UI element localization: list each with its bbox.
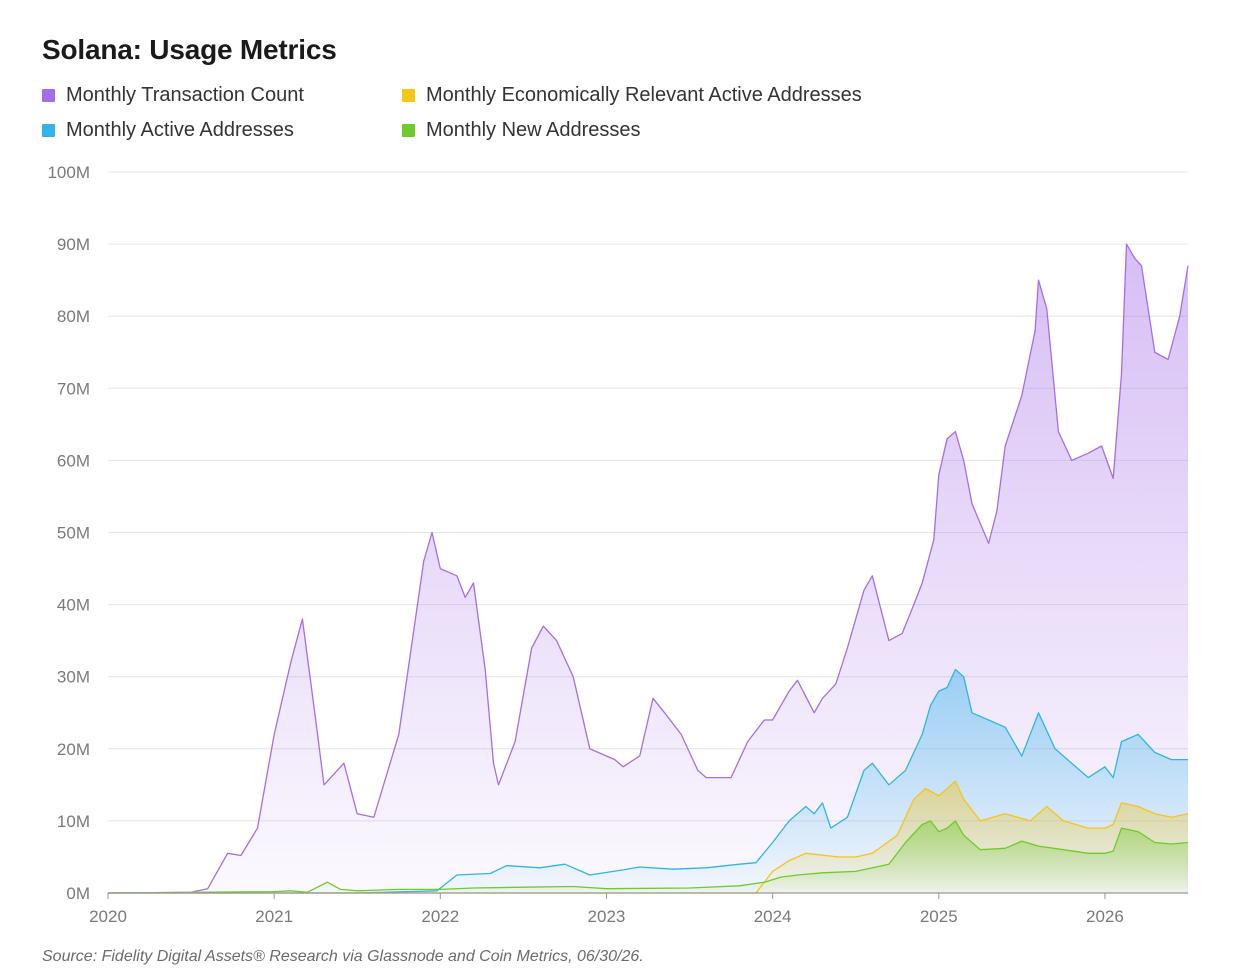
y-tick-label: 10M [57, 812, 90, 831]
legend-item-economically-relevant: Monthly Economically Relevant Active Add… [402, 84, 862, 107]
legend-swatch-active-addresses [42, 124, 55, 137]
y-tick-label: 80M [57, 307, 90, 326]
legend-item-active-addresses: Monthly Active Addresses [42, 119, 294, 142]
y-tick-label: 20M [57, 740, 90, 759]
y-tick-label: 0M [66, 884, 90, 903]
series-line-monthly-transaction-count [107, 243, 1189, 894]
y-tick-label: 100M [47, 163, 90, 182]
series-line-monthly-economically-relevant-active-addresses [108, 780, 1189, 894]
series-line-monthly-active-addresses [108, 668, 1188, 894]
series-area-monthly-transaction-count [108, 244, 1188, 894]
source-note: Source: Fidelity Digital Assets® Researc… [42, 948, 644, 965]
x-tick-label: 2023 [588, 907, 626, 926]
legend-swatch-transaction-count [42, 89, 55, 102]
legend-label-transaction-count: Monthly Transaction Count [66, 84, 304, 106]
x-axis: 2020 2021 2022 2023 2024 2025 2026 [89, 892, 1188, 926]
y-tick-label: 40M [57, 596, 90, 615]
legend: Monthly Transaction Count Monthly Econom… [42, 84, 1022, 154]
x-tick-label: 2022 [421, 907, 459, 926]
y-tick-label: 60M [57, 451, 90, 470]
series-layer [107, 243, 1189, 894]
x-tick-label: 2024 [754, 907, 792, 926]
x-tick-label: 2025 [920, 907, 958, 926]
legend-swatch-new-addresses [402, 124, 415, 137]
y-tick-label: 70M [57, 379, 90, 398]
legend-label-economically-relevant: Monthly Economically Relevant Active Add… [426, 84, 862, 106]
series-line-monthly-new-addresses [107, 820, 1189, 894]
y-tick-label: 50M [57, 524, 90, 543]
legend-item-new-addresses: Monthly New Addresses [402, 119, 641, 142]
y-tick-label: 30M [57, 668, 90, 687]
y-tick-label: 90M [57, 235, 90, 254]
x-tick-label: 2026 [1086, 907, 1124, 926]
x-tick-label: 2020 [89, 907, 127, 926]
x-tick-label: 2021 [255, 907, 293, 926]
legend-item-transaction-count: Monthly Transaction Count [42, 84, 304, 107]
series-area-monthly-new-addresses [108, 820, 1188, 893]
y-axis-labels: 0M 10M 20M 30M 40M 50M 60M 70M 80M 90M 100M [47, 163, 90, 903]
legend-swatch-economically-relevant [402, 89, 415, 102]
legend-label-active-addresses: Monthly Active Addresses [66, 119, 294, 141]
chart-area: 0M 10M 20M 30M 40M 50M 60M 70M 80M 90M 100M 2020 20… [0, 150, 1244, 940]
legend-label-new-addresses: Monthly New Addresses [426, 119, 641, 141]
chart-title: Solana: Usage Metrics [42, 34, 337, 65]
